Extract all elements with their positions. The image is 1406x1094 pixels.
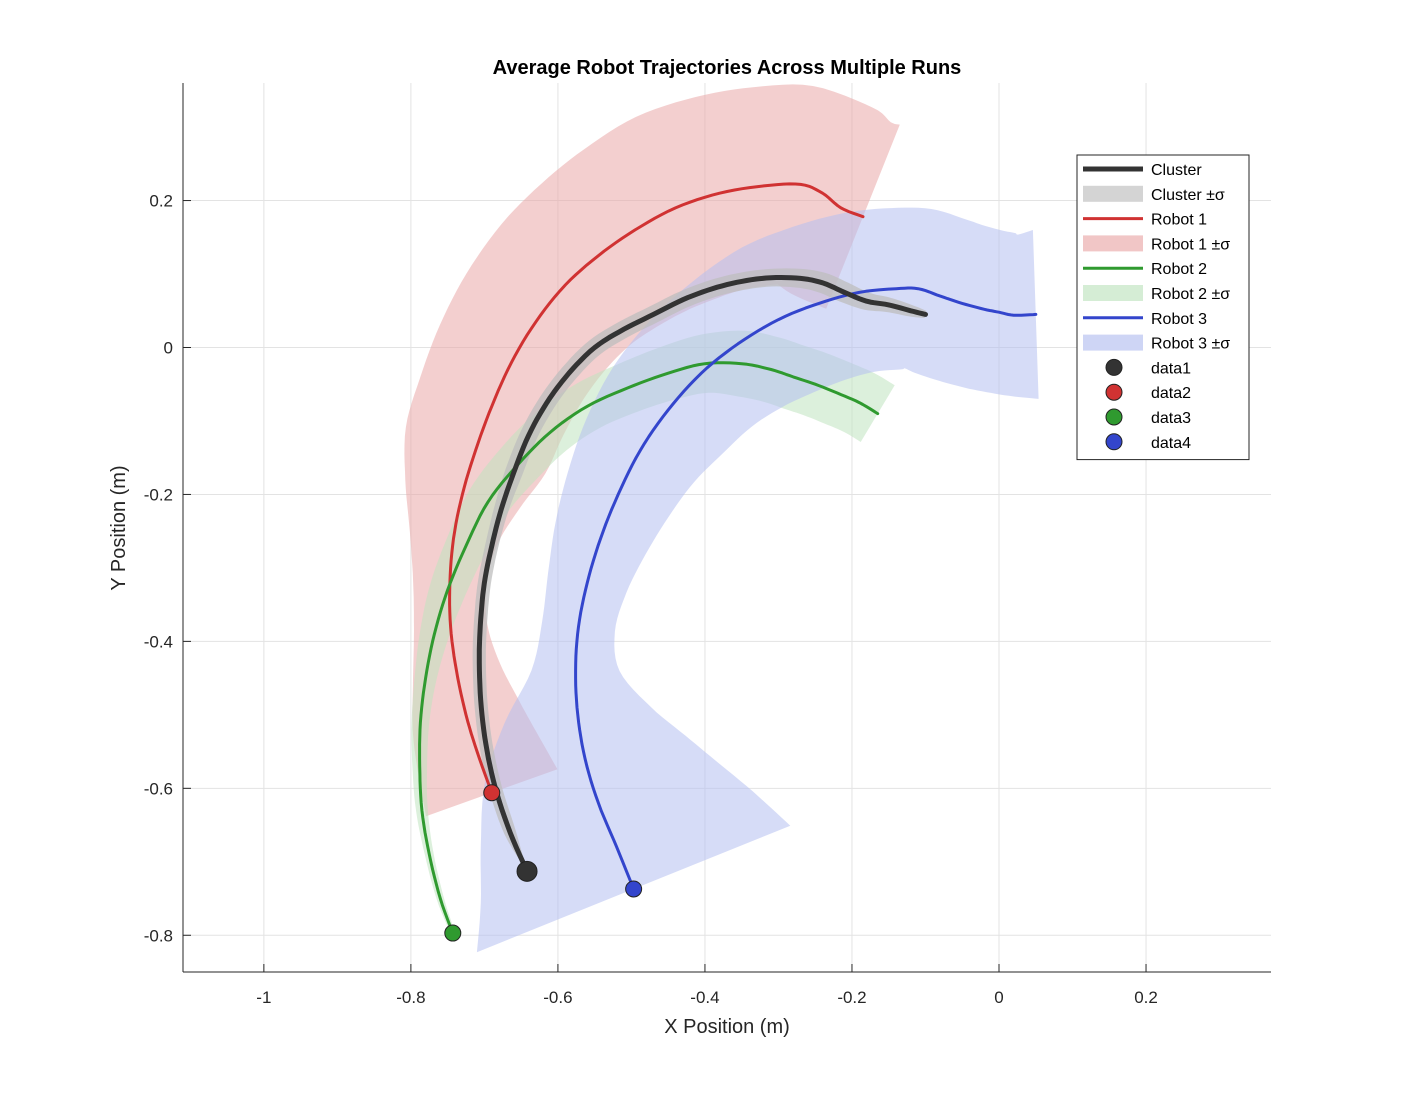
- axes: [182, 83, 1271, 973]
- x-tick-label: 0.2: [1134, 988, 1158, 1007]
- legend-swatch-band: [1083, 285, 1143, 301]
- start-marker-data4: [625, 880, 643, 898]
- legend-swatch-marker: [1105, 358, 1123, 376]
- y-tick-label: -0.8: [144, 926, 173, 945]
- legend-swatch-band: [1083, 235, 1143, 252]
- legend-box: [1076, 154, 1250, 461]
- series-line-robot-2: [418, 361, 880, 935]
- start-marker-data1: [516, 860, 538, 882]
- chart-title: Average Robot Trajectories Across Multip…: [493, 57, 962, 79]
- start-marker-data2: [483, 784, 501, 802]
- series-line-cluster: [476, 275, 928, 874]
- start-marker-data3: [444, 924, 462, 942]
- x-tick-label: -1: [256, 988, 271, 1007]
- legend-label: Robot 2 ±σ: [1151, 286, 1230, 303]
- y-tick-label: -0.2: [144, 485, 173, 504]
- std-band-robot-2: [411, 330, 895, 934]
- series-line-robot-3: [574, 286, 1038, 891]
- tick-labels: -1 -0.8 -0.6 -0.4 -0.2 0 0.2 -0.8 -0.6 -0.4 -0.2 0 0…: [144, 192, 1158, 1007]
- series-line-robot-1: [448, 182, 865, 795]
- legend-swatch-marker: [1105, 408, 1123, 426]
- x-tick-label: -0.6: [543, 988, 572, 1007]
- legend-label: Cluster ±σ: [1151, 187, 1225, 204]
- y-tick-label: 0.2: [149, 192, 173, 211]
- x-tick-label: 0: [994, 988, 1003, 1007]
- legend-label: data4: [1151, 435, 1191, 452]
- x-axis-label: X Position (m): [664, 1016, 790, 1038]
- x-tick-label: -0.2: [837, 988, 866, 1007]
- legend-swatch-marker: [1105, 383, 1123, 401]
- legend-label: Robot 1 ±σ: [1151, 236, 1230, 253]
- legend-label: Robot 2: [1151, 261, 1207, 278]
- y-tick-label: -0.4: [144, 632, 173, 651]
- y-tick-label: -0.6: [144, 779, 173, 798]
- legend-label: Robot 3 ±σ: [1151, 336, 1230, 353]
- legend: Cluster Cluster ±σ Robot 1 Robot 1 ±σ Robot …: [1076, 154, 1250, 461]
- legend-label: Cluster: [1151, 162, 1202, 179]
- x-tick-label: -0.4: [690, 988, 719, 1007]
- legend-label: data3: [1151, 410, 1191, 427]
- legend-label: Robot 3: [1151, 311, 1207, 328]
- legend-label: data2: [1151, 385, 1191, 402]
- legend-swatch-band: [1083, 185, 1143, 202]
- y-axis-label: Y Position (m): [108, 465, 130, 590]
- legend-label: data1: [1151, 360, 1191, 377]
- legend-swatch-marker: [1105, 433, 1123, 451]
- y-tick-label: 0: [164, 338, 173, 357]
- start-markers: [444, 784, 643, 942]
- legend-label: Robot 1: [1151, 212, 1207, 229]
- legend-swatch-band: [1083, 334, 1143, 351]
- series-lines: [418, 182, 1038, 935]
- x-tick-label: -0.8: [396, 988, 425, 1007]
